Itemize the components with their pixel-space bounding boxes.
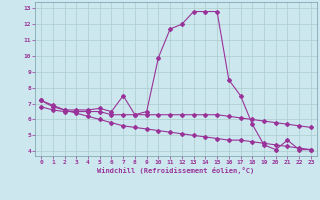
X-axis label: Windchill (Refroidissement éolien,°C): Windchill (Refroidissement éolien,°C) [97,167,255,174]
